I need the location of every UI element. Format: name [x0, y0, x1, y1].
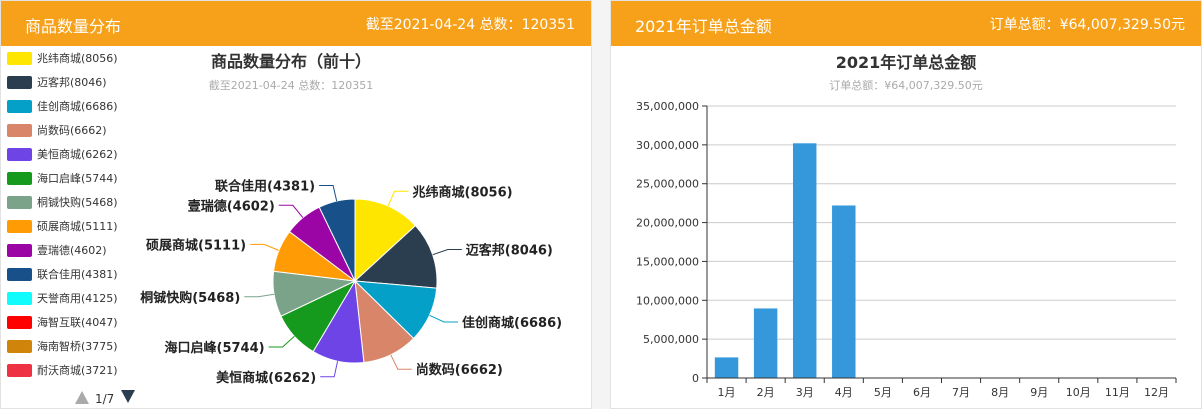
x-tick-label: 10月: [1066, 386, 1091, 399]
legend-swatch: [7, 172, 32, 185]
pie-data-label: 迈客邦(8046): [466, 243, 553, 259]
chart-subtitle: 订单总额：¥64,007,329.50元: [829, 78, 982, 92]
bar-grid: [707, 105, 1176, 340]
legend-swatch: [7, 364, 32, 377]
legend-swatch: [7, 292, 32, 305]
x-tick-label: 7月: [952, 386, 970, 399]
chart-title: 2021年订单总金额: [836, 53, 977, 72]
legend-label[interactable]: 迈客邦(8046): [37, 75, 107, 89]
legend-label[interactable]: 兆纬商城(8056): [37, 51, 118, 65]
x-tick-label: 4月: [835, 386, 853, 399]
legend-label[interactable]: 尚数码(6662): [37, 123, 107, 137]
x-tick-label: 11月: [1105, 386, 1130, 399]
x-tick-label: 8月: [991, 386, 1009, 399]
y-tick-label: 10,000,000: [636, 294, 699, 307]
y-tick-label: 5,000,000: [643, 333, 699, 346]
pie-legend: 兆纬商城(8056) 迈客邦(8046) 佳创商城(6686) 尚数码(6662) 美恒…: [7, 51, 118, 377]
legend-next-icon[interactable]: [121, 390, 135, 403]
legend-swatch: [7, 148, 32, 161]
legend-label[interactable]: 桐铖快购(5468): [37, 195, 118, 209]
x-tick-label: 6月: [913, 386, 931, 399]
pie-label-line: [268, 335, 295, 348]
x-tick-label: 1月: [718, 386, 736, 399]
legend-label[interactable]: 耐沃商城(3721): [37, 363, 118, 377]
bar-series: [714, 143, 856, 378]
legend-swatch: [7, 76, 32, 89]
y-tick-label: 30,000,000: [636, 139, 699, 152]
legend-label[interactable]: 海口启峰(5744): [37, 171, 118, 185]
y-tick-label: 15,000,000: [636, 255, 699, 268]
panel-meta: 订单总额：¥64,007,329.50元: [989, 17, 1185, 33]
legend-label[interactable]: 佳创商城(6686): [37, 99, 118, 113]
legend-swatch: [7, 124, 32, 137]
order-amount-panel: 2021年订单总金额 订单总额：¥64,007,329.50元 2021年订单总…: [610, 0, 1202, 409]
legend-swatch: [7, 340, 32, 353]
legend-label[interactable]: 壹瑞德(4602): [37, 243, 107, 257]
legend-swatch: [7, 52, 32, 65]
legend-swatch: [7, 268, 32, 281]
legend-pager: 1/7: [75, 390, 135, 406]
pie-data-label: 佳创商城(6686): [462, 315, 562, 331]
product-distribution-panel: 商品数量分布 截至2021-04-24 总数：120351 商品数量分布（前十）…: [0, 0, 592, 409]
pie-label-line: [387, 190, 409, 207]
panel-title: 2021年订单总金额: [635, 17, 772, 36]
legend-swatch: [7, 244, 32, 257]
bar[interactable]: [753, 308, 778, 378]
panel-title: 商品数量分布: [25, 17, 122, 36]
pie-slices: [272, 198, 438, 364]
bar[interactable]: [832, 205, 856, 378]
pie-label-line: [429, 314, 458, 323]
y-tick-label: 20,000,000: [636, 217, 699, 230]
panel-header: 2021年订单总金额 订单总额：¥64,007,329.50元: [611, 1, 1201, 46]
pie-label-line: [250, 243, 280, 251]
y-tick-label: 25,000,000: [636, 178, 699, 191]
bar[interactable]: [714, 357, 739, 378]
y-tick-label: 0: [692, 372, 699, 385]
legend-page-indicator: 1/7: [95, 392, 114, 406]
pie-data-label: 壹瑞德(4602): [188, 198, 275, 214]
pie-data-label: 海口启峰(5744): [165, 340, 265, 356]
pie-data-label: 硕展商城(5111): [146, 237, 246, 253]
legend-label[interactable]: 硕展商城(5111): [37, 219, 118, 233]
pie-label-line: [432, 249, 462, 256]
legend-swatch: [7, 196, 32, 209]
legend-label[interactable]: 联合佳用(4381): [37, 267, 118, 281]
x-tick-label: 3月: [796, 386, 814, 399]
pie-slice[interactable]: [318, 198, 356, 282]
chart-subtitle: 截至2021-04-24 总数：120351: [209, 78, 373, 92]
bar[interactable]: [792, 143, 817, 378]
pie-label-line: [244, 293, 275, 298]
legend-label[interactable]: 海南智桥(3775): [37, 339, 118, 353]
legend-swatch: [7, 316, 32, 329]
legend-label[interactable]: 海智互联(4047): [37, 315, 118, 329]
legend-label[interactable]: 美恒商城(6262): [37, 147, 118, 161]
pie-data-label: 兆纬商城(8056): [413, 184, 513, 200]
pie-label-line: [319, 185, 338, 202]
legend-swatch: [7, 100, 32, 113]
pie-slice[interactable]: [353, 224, 438, 289]
pie-data-label: 美恒商城(6262): [216, 370, 316, 386]
pie-labels: 兆纬商城(8056) 迈客邦(8046) 佳创商城(6686) 尚数码(6662) 美恒…: [140, 179, 562, 386]
pie-label-line: [390, 354, 412, 370]
pie-data-label: 联合佳用(4381): [215, 179, 315, 195]
panel-header: 商品数量分布 截至2021-04-24 总数：120351: [1, 1, 591, 46]
panel-meta: 截至2021-04-24 总数：120351: [365, 17, 575, 33]
y-tick-label: 35,000,000: [636, 100, 699, 113]
pie-label-line: [278, 204, 304, 219]
pie-data-label: 桐铖快购(5468): [140, 290, 240, 306]
pie-chart: 商品数量分布（前十） 截至2021-04-24 总数：120351 兆纬商城(8…: [7, 51, 562, 406]
legend-prev-icon[interactable]: [75, 391, 89, 404]
x-tick-label: 5月: [874, 386, 892, 399]
x-tick-label: 12月: [1144, 386, 1169, 399]
x-tick-label: 2月: [757, 386, 775, 399]
chart-title: 商品数量分布（前十）: [211, 52, 371, 71]
legend-swatch: [7, 220, 32, 233]
pie-data-label: 尚数码(6662): [416, 362, 503, 378]
bar-chart: 2021年订单总金额 订单总额：¥64,007,329.50元 0 5,000,0…: [636, 53, 1177, 399]
pie-label-line: [320, 360, 339, 378]
bar-axes: 0 5,000,000 10,000,000 15,000,000 20,000,000…: [636, 100, 1177, 399]
x-tick-label: 9月: [1030, 386, 1048, 399]
legend-label[interactable]: 天誉商用(4125): [37, 291, 118, 305]
